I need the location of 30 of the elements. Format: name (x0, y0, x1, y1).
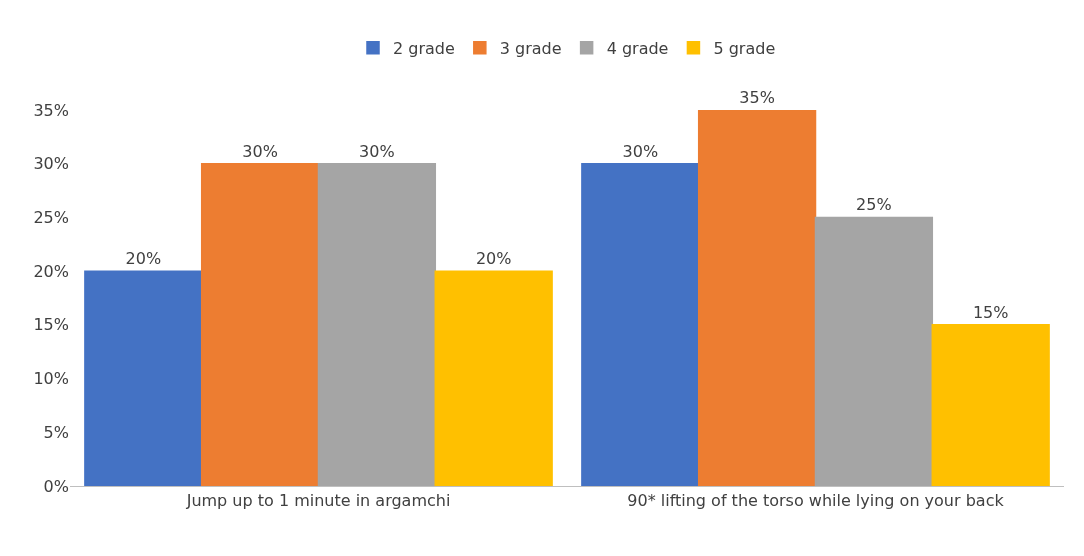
legend-label: 3 grade (499, 39, 562, 59)
data-label: 30% (359, 141, 395, 161)
bar (317, 162, 437, 486)
y-tick-label: 20% (33, 261, 69, 281)
bar (84, 270, 203, 486)
legend-label: 4 grade (606, 39, 669, 59)
data-label: 20% (475, 249, 512, 269)
y-tick-label: 30% (33, 154, 69, 174)
y-tick-label: 35% (33, 100, 69, 120)
x-tick-label: Jump up to 1 minute in argamchi (185, 491, 451, 511)
data-label: 35% (739, 88, 775, 107)
legend-label: 2 grade (393, 39, 455, 59)
bar (697, 110, 817, 486)
data-label: 15% (972, 302, 1009, 322)
bar (814, 216, 934, 486)
y-tick-label: 25% (33, 208, 69, 228)
data-label: 20% (125, 249, 162, 269)
legend-label: 5 grade (713, 39, 776, 59)
data-label: 30% (242, 141, 278, 161)
y-tick-label: 0% (43, 476, 69, 496)
y-tick-label: 5% (43, 422, 69, 442)
data-label: 30% (622, 141, 659, 161)
bar (931, 324, 1050, 486)
bar (434, 270, 553, 486)
x-tick-label: 90* lifting of the torso while lying on your back (627, 491, 1005, 511)
data-label: 25% (856, 195, 892, 215)
bar (200, 162, 320, 486)
bar (581, 162, 700, 486)
y-tick-label: 10% (33, 369, 69, 389)
y-tick-label: 15% (33, 315, 69, 335)
